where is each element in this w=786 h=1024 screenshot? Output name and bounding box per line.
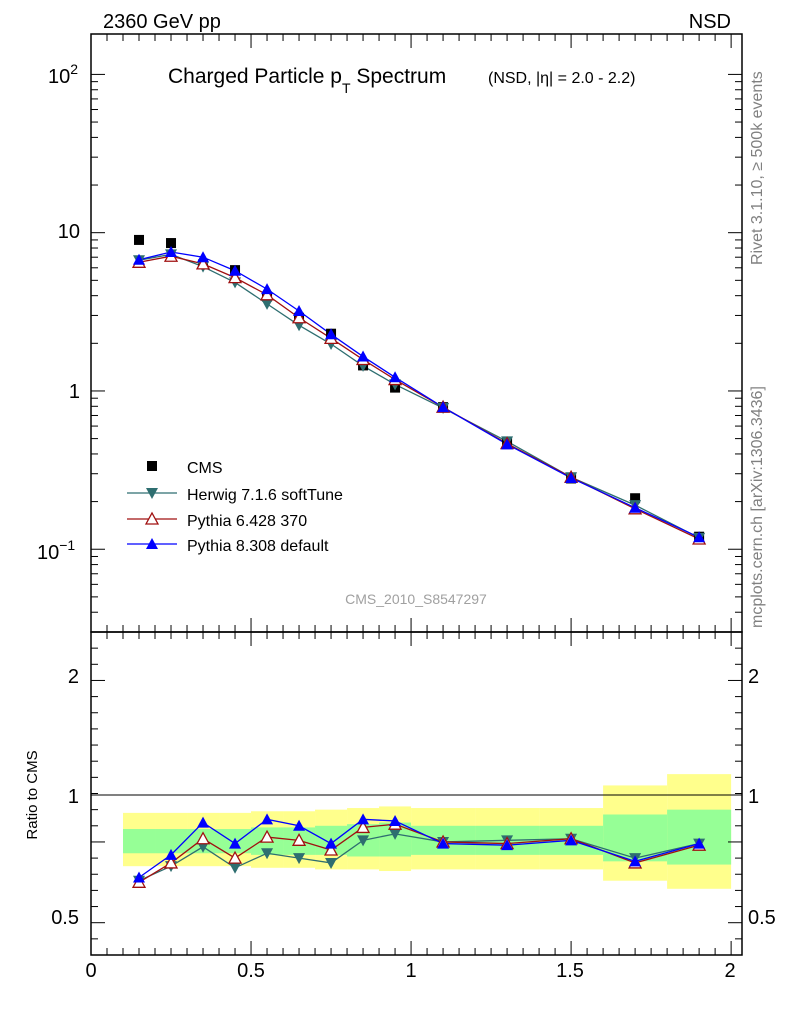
main-line-pythia8 xyxy=(138,251,700,538)
band-inner xyxy=(123,829,156,854)
ratio-series xyxy=(131,813,707,888)
legend: CMS Herwig 7.1.6 softTune Pythia 6.428 3… xyxy=(127,460,343,555)
ratio-ytick-label-1: 1 xyxy=(68,786,79,808)
main-point-pythia8 xyxy=(229,264,242,276)
ratio-point-pythia8 xyxy=(165,848,178,860)
ratio-point-herwig xyxy=(197,841,210,853)
xtick-label-0p5: 0.5 xyxy=(237,960,265,982)
main-point-pythia8 xyxy=(197,251,210,263)
main-point-pythia6 xyxy=(227,270,243,284)
ratio-point-pythia6 xyxy=(323,842,339,856)
ratio-bands xyxy=(123,774,732,889)
process-label: NSD xyxy=(689,11,731,33)
legend-marker-cms xyxy=(147,461,157,471)
analysis-id: CMS_2010_S8547297 xyxy=(345,591,487,607)
main-point-pythia6 xyxy=(195,256,211,270)
main-point-herwig xyxy=(261,298,274,310)
main-point-pythia8 xyxy=(629,501,642,513)
ratio-point-herwig xyxy=(229,862,242,874)
ratio-point-pythia6 xyxy=(291,832,307,846)
ratio-point-pythia8 xyxy=(293,819,306,831)
ratio-point-pythia8 xyxy=(501,839,514,851)
main-series xyxy=(131,234,707,545)
ratio-point-herwig xyxy=(325,857,338,869)
xtick-label-1p5: 1.5 xyxy=(556,960,584,982)
main-panel: 102 10 1 10−1 Charged Particle pT Spectr… xyxy=(37,33,743,633)
ratio-point-herwig xyxy=(357,835,370,847)
ratio-point-pythia6 xyxy=(355,820,371,834)
legend-label-pythia8: Pythia 8.308 default xyxy=(187,538,329,555)
main-point-pythia8 xyxy=(261,283,274,295)
source-label: mcplots.cern.ch [arXiv:1306.3436] xyxy=(749,386,766,628)
ratio-ytick-label-0p5-right: 0.5 xyxy=(748,907,776,929)
ytick-label-0p1: 10−1 xyxy=(37,537,75,564)
ratio-point-pythia6 xyxy=(227,850,243,864)
main-point-pythia8 xyxy=(693,531,706,543)
chart-title: Charged Particle pT Spectrum xyxy=(168,65,446,96)
main-point-pythia6 xyxy=(259,287,275,301)
xtick-label-1: 1 xyxy=(405,960,416,982)
main-point-pythia6 xyxy=(291,310,307,324)
ratio-point-pythia6 xyxy=(163,855,179,869)
ratio-ylabel: Ratio to CMS xyxy=(24,750,41,839)
ratio-point-pythia8 xyxy=(197,816,210,828)
xtick-label-0: 0 xyxy=(85,960,96,982)
legend-label-herwig: Herwig 7.1.6 softTune xyxy=(187,487,343,504)
main-point-pythia8 xyxy=(357,350,370,362)
chart-title-extra: (NSD, |η| = 2.0 - 2.2) xyxy=(488,70,635,87)
ytick-label-100: 102 xyxy=(48,61,78,88)
ratio-point-herwig xyxy=(389,828,402,840)
ratio-point-pythia6 xyxy=(195,831,211,845)
ratio-ytick-label-1-right: 1 xyxy=(748,786,759,808)
main-point-pythia8 xyxy=(133,253,146,265)
main-point-cms xyxy=(134,234,145,245)
ytick-label-1: 1 xyxy=(69,381,80,403)
ratio-point-pythia8 xyxy=(437,837,450,849)
band-inner xyxy=(667,809,732,865)
legend-marker-pythia8 xyxy=(146,538,158,549)
main-point-pythia8 xyxy=(501,438,514,450)
ratio-point-pythia8 xyxy=(629,855,642,867)
main-point-pythia8 xyxy=(325,328,338,340)
main-point-pythia8 xyxy=(437,401,450,413)
main-point-cms xyxy=(630,493,641,504)
ratio-panel: 2 1 0.5 2 1 0.5 Ratio to CMS 0 0.5 1 1.5… xyxy=(24,631,776,982)
ratio-point-pythia8 xyxy=(693,837,706,849)
ratio-point-pythia8 xyxy=(261,813,274,825)
legend-label-pythia6: Pythia 6.428 370 xyxy=(187,513,307,530)
ratio-point-pythia8 xyxy=(133,871,146,883)
ratio-point-pythia8 xyxy=(389,814,402,826)
ratio-point-pythia6 xyxy=(259,829,275,843)
ratio-point-pythia8 xyxy=(357,813,370,825)
main-point-pythia8 xyxy=(293,305,306,317)
legend-marker-pythia6 xyxy=(144,511,160,525)
ratio-ytick-label-2: 2 xyxy=(68,666,79,688)
legend-label-cms: CMS xyxy=(187,460,223,477)
legend-marker-herwig xyxy=(146,488,158,499)
ratio-ytick-label-0p5: 0.5 xyxy=(51,907,79,929)
energy-label: 2360 GeV pp xyxy=(103,11,221,33)
ratio-point-pythia8 xyxy=(229,837,242,849)
ratio-ticks xyxy=(90,632,742,955)
xtick-label-2: 2 xyxy=(724,960,735,982)
ratio-line-pythia8 xyxy=(138,818,700,879)
ratio-point-pythia8 xyxy=(565,834,578,846)
main-point-cms xyxy=(166,238,177,249)
main-ticks xyxy=(90,34,742,633)
ratio-ytick-label-2-right: 2 xyxy=(748,666,759,688)
main-point-pythia8 xyxy=(389,371,402,383)
rivet-label: Rivet 3.1.10, ≥ 500k events xyxy=(749,71,766,265)
ratio-point-pythia8 xyxy=(325,837,338,849)
main-point-pythia8 xyxy=(565,471,578,483)
ratio-point-herwig xyxy=(261,848,274,860)
ytick-label-10: 10 xyxy=(58,221,80,243)
ratio-point-herwig xyxy=(293,853,306,865)
main-point-pythia8 xyxy=(165,246,178,258)
